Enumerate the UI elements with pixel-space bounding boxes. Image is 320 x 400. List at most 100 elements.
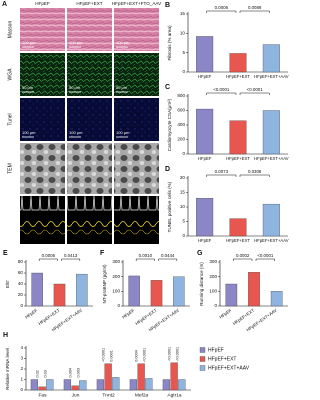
y-tick-label: 400	[177, 122, 185, 127]
x-tick-label: Agtr1a	[167, 392, 181, 398]
significance-bracket	[239, 10, 270, 13]
figure: A HFpEF HFpEF+EXT HFpEF+EXT+FTO_AAV Masson W…	[2, 1, 289, 398]
bar	[96, 379, 105, 391]
scale-bar-label: 100 μm	[116, 130, 130, 135]
y-tick-label: 200	[209, 274, 217, 279]
bar	[262, 44, 280, 73]
y-axis-label: Fibrosis (% area)	[167, 25, 172, 60]
x-tick-label: HFpEF	[198, 156, 212, 161]
y-tick-label: 0	[182, 151, 185, 156]
micrograph	[20, 143, 65, 194]
panel-a: A HFpEF HFpEF+EXT HFpEF+EXT+FTO_AAV Masson W…	[2, 1, 162, 244]
scale-bar-label: 50 μm	[69, 85, 81, 90]
micrograph	[20, 53, 65, 96]
bar	[162, 379, 171, 391]
bar	[112, 377, 120, 391]
y-tick-label: 0	[214, 303, 217, 308]
micrograph	[67, 98, 112, 141]
significance-bracket	[239, 92, 270, 95]
row-label: TEM	[7, 163, 13, 174]
panel-letter: E	[3, 250, 8, 257]
micrograph	[114, 53, 159, 96]
bar	[262, 203, 280, 237]
y-tick-label: 0	[117, 303, 120, 308]
p-value: 0.0413	[64, 253, 78, 258]
p-value: <0.0001	[247, 87, 264, 92]
bar	[150, 280, 163, 307]
y-tick-label: 40	[18, 281, 24, 286]
row-label: Tunel	[7, 113, 13, 125]
chart-panel: EE/E'020406080HFpEFHFpEF+EXTHFpEF+EXT+AA…	[3, 250, 93, 332]
bar	[229, 53, 247, 73]
x-tick-label: HFpEF	[218, 307, 233, 319]
p-value: 0.02	[36, 370, 40, 377]
column-header: HFpEF+EXT+FTO_AAV	[112, 1, 162, 6]
y-axis-label: E/E'	[5, 280, 10, 288]
bar	[270, 291, 283, 307]
significance-bracket	[38, 258, 58, 261]
chart-panel: C Cardiomyocyte CSA(μm²) 0 200 400 600 800 HFpE…	[165, 84, 289, 161]
significance-bracket	[135, 258, 155, 261]
p-value: <0.0001	[142, 348, 146, 362]
bar	[196, 108, 214, 155]
y-tick-label: 0	[182, 69, 185, 74]
y-tick-label: 5	[182, 50, 185, 55]
bar	[53, 283, 66, 307]
p-value: <0.0001	[213, 87, 230, 92]
micrograph	[20, 8, 65, 51]
y-tick-label: 15	[180, 190, 186, 195]
y-tick-label: 100	[209, 289, 217, 294]
x-tick-label: HFpEF+EXT	[226, 74, 250, 79]
x-tick-label: HFpEF	[198, 74, 212, 79]
scale-bar-label: 50 μm	[22, 85, 34, 90]
y-tick-label: 300	[112, 259, 120, 264]
legend-swatch	[199, 356, 206, 362]
bar	[170, 362, 178, 391]
bar	[31, 272, 43, 307]
echo-doppler	[114, 196, 159, 220]
x-tick-label: Fas	[39, 392, 48, 398]
y-tick-label: 1	[20, 377, 23, 382]
p-value: <0.0001	[102, 348, 106, 362]
bar	[262, 110, 280, 155]
bar	[196, 36, 214, 73]
panel-letter: A	[2, 1, 7, 8]
p-value: 0.003	[76, 368, 80, 378]
p-value: <0.0001	[175, 347, 179, 361]
y-axis-label: Running distance (m)	[199, 262, 204, 306]
bar	[30, 379, 39, 391]
micrograph	[114, 8, 159, 51]
legend-label: HFpEF+EXT	[208, 356, 236, 362]
bar	[129, 379, 138, 391]
significance-bracket	[206, 92, 237, 95]
significance-bracket	[206, 174, 237, 177]
bar	[229, 218, 247, 237]
y-axis-label: Relative mRNA level	[5, 348, 10, 390]
legend-swatch	[199, 365, 206, 371]
p-value: <0.0001	[257, 253, 274, 258]
x-tick-label: HFpEF+EXT	[226, 156, 250, 161]
bar	[38, 386, 46, 391]
column-header: HFpEF+EXT	[76, 1, 102, 6]
y-axis-label: TUNEL positive cells (%)	[167, 181, 172, 232]
significance-bracket	[239, 174, 270, 177]
y-tick-label: 3	[20, 356, 23, 361]
panel-letter: G	[197, 250, 203, 257]
y-tick-label: 10	[180, 204, 186, 209]
y-tick-label: 2	[20, 366, 23, 371]
y-tick-label: 800	[177, 93, 185, 98]
y-axis-label: Cardiomyocyte CSA(μm²)	[167, 98, 172, 151]
chart-panel: FNT-proBNP (pg/ml)0100200300HFpEFHFpEF+E…	[100, 250, 190, 332]
bar	[248, 272, 260, 307]
x-tick-label: Mef2a	[135, 392, 149, 398]
legend-swatch	[199, 347, 206, 353]
echo-doppler	[20, 196, 65, 220]
legend-label: HFpEF	[208, 347, 224, 353]
x-tick-label: HFpEF+EXT+AAV	[254, 238, 289, 243]
bar	[128, 275, 140, 307]
bar	[145, 378, 153, 391]
scale-bar-label: 100 μm	[69, 130, 83, 135]
x-tick-label: Jun	[72, 392, 80, 398]
significance-bracket	[255, 258, 275, 261]
